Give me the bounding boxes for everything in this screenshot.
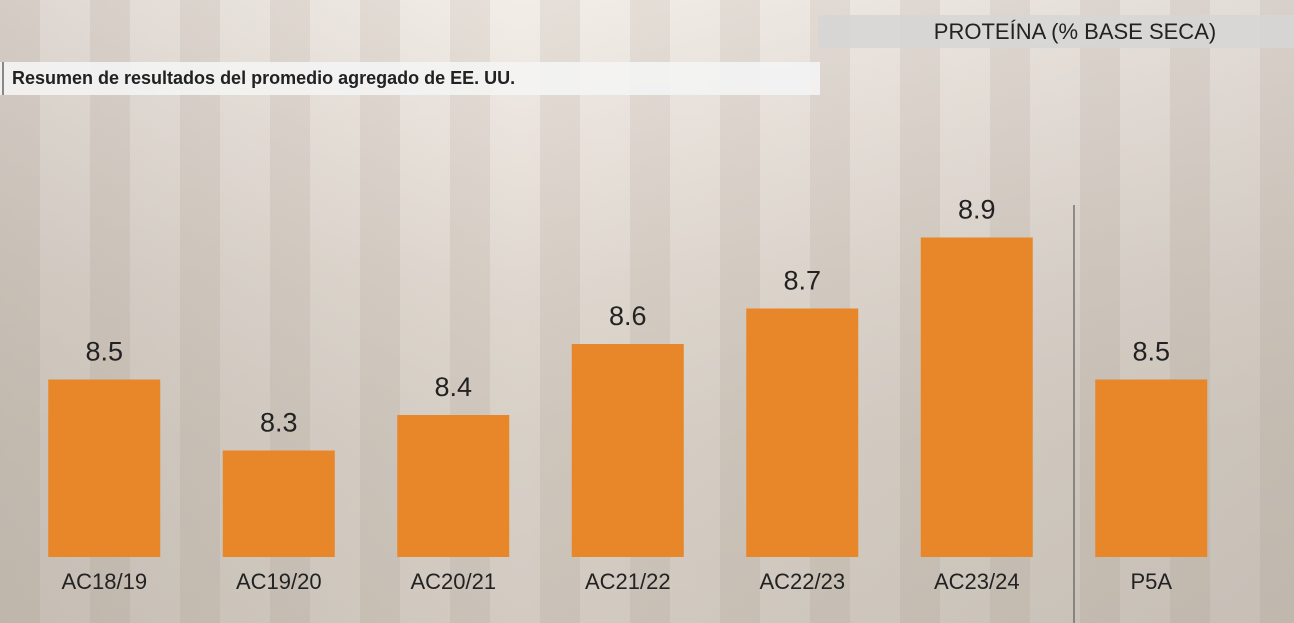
chart: PROTEÍNA (% BASE SECA) Resumen de result…	[0, 0, 1294, 623]
bar	[1095, 380, 1207, 558]
value-label: 8.6	[609, 301, 647, 331]
bar	[397, 415, 509, 557]
bar	[572, 344, 684, 557]
value-label: 8.3	[260, 408, 298, 438]
chart-subtitle: Resumen de resultados del promedio agreg…	[12, 68, 515, 88]
x-tick-label: AC21/22	[585, 569, 671, 594]
bar	[223, 451, 335, 558]
value-label: 8.4	[434, 372, 472, 402]
value-label: 8.7	[783, 266, 821, 296]
value-label: 8.5	[85, 337, 123, 367]
x-tick-label: AC19/20	[236, 569, 322, 594]
x-tick-label: AC20/21	[410, 569, 496, 594]
value-label: 8.5	[1132, 337, 1170, 367]
bar	[48, 380, 160, 558]
x-tick-label: AC22/23	[759, 569, 845, 594]
x-tick-label: AC18/19	[61, 569, 147, 594]
bar	[921, 238, 1033, 558]
value-label: 8.9	[958, 195, 996, 225]
x-tick-label: AC23/24	[934, 569, 1020, 594]
bar	[746, 309, 858, 558]
x-tick-label: P5A	[1130, 569, 1172, 594]
chart-title: PROTEÍNA (% BASE SECA)	[934, 19, 1216, 44]
page: PROTEÍNA (% BASE SECA) Resumen de result…	[0, 0, 1294, 623]
